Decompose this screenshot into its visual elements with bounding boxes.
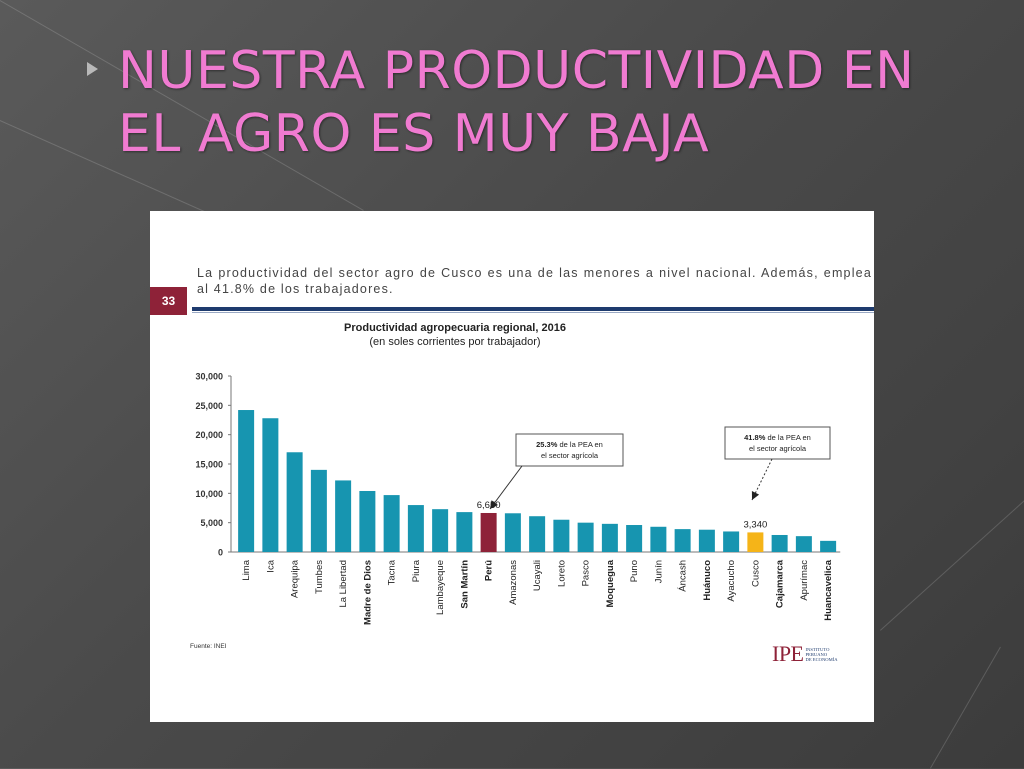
bar-ica [262,418,279,552]
x-tick-label: Moquegua [605,559,616,607]
annotation-text-part: de la PEA en [557,440,602,449]
bar-pasco [577,522,594,552]
bar-madre-de-dios [359,490,376,552]
decorative-line [880,496,1024,631]
bar-apurímac [795,536,812,552]
bar-ucayali [529,516,546,552]
decorative-line [930,646,1001,769]
annotation-text: 41.8% de la PEA en [744,433,811,442]
x-tick-label: Lima [241,559,252,580]
x-tick-label: Piura [411,559,422,582]
bar-huancavelica [820,540,837,552]
y-tick-label: 25,000 [195,401,223,411]
x-tick-label: Áncash [678,560,689,592]
annotation-arrowhead [751,491,760,500]
annotation-box [515,433,624,467]
bar-junín [650,526,667,552]
bar-ayacucho [723,531,740,552]
slide-title-line-1: NUESTRA PRODUCTIVIDAD EN [118,41,915,101]
logo-text: INSTITUTO PERUANO DE ECONOMÍA [806,647,838,662]
x-tick-label: Loreto [556,560,567,587]
bar-amazonas [504,513,521,552]
bar-lima [238,410,255,552]
bar-lambayeque [432,509,449,552]
chart-subtitle: (en soles corrientes por trabajador) [369,336,541,348]
panel-subtitle: La productividad del sector agro de Cusc… [197,266,872,296]
bar-áncash [674,529,691,552]
x-tick-label: Cusco [750,560,761,587]
logo-text-line-3: DE ECONOMÍA [805,656,838,662]
chart-panel: La productividad del sector agro de Cusc… [150,211,874,722]
y-tick-label: 15,000 [195,460,223,470]
bar-piura [407,505,424,552]
bar-loreto [553,519,570,552]
y-tick-label: 0 [218,548,223,558]
y-tick-label: 5,000 [200,518,223,528]
bar-tumbes [310,469,327,552]
bar-cajamarca [771,534,788,552]
bar-cusco [747,532,764,552]
x-tick-label: Lambayeque [435,560,446,615]
y-tick-label: 20,000 [195,430,223,440]
data-label: 6,650 [477,500,501,511]
bar-perú [480,512,497,552]
x-tick-label: Cajamarca [775,559,786,608]
x-tick-label: La Libertad [338,560,349,608]
x-tick-label: Ucayali [532,560,543,591]
x-tick-label: Puno [629,560,640,582]
data-label: 3,340 [743,519,767,530]
bar-moquegua [601,523,618,552]
x-tick-label: Arequipa [290,559,301,598]
x-tick-label: Amazonas [508,560,519,605]
annotation-text-part: de la PEA en [765,433,810,442]
x-tick-label: Ica [265,559,276,572]
annotation-box [724,426,831,460]
bar-tacna [383,495,400,552]
annotation-text: 25.3% de la PEA en [536,440,603,449]
logo-text-line-1: INSTITUTO [805,646,830,652]
x-tick-label: Tumbes [314,560,325,594]
x-tick-label: Huancavelica [823,559,834,620]
x-tick-label: Perú [484,560,495,581]
logo-mark: IPE [772,641,804,666]
slide-title: NUESTRA PRODUCTIVIDAD EN EL AGRO ES MUY … [118,40,998,166]
annotation-arrowhead [490,500,498,509]
header-rule [192,307,874,311]
x-tick-label: Junín [653,560,664,583]
bar-arequipa [286,452,303,552]
annotation-text-line2: el sector agrícola [541,451,599,460]
slide-title-line-2: EL AGRO ES MUY BAJA [118,104,710,164]
slide-number-badge: 33 [150,287,187,315]
y-tick-label: 30,000 [195,372,223,382]
annotation-highlight: 25.3% [536,440,558,449]
x-tick-label: Ayacucho [726,560,737,602]
annotation-highlight: 41.8% [744,433,766,442]
x-tick-label: Huánuco [702,560,713,601]
annotation-text-line2: el sector agrícola [749,444,807,453]
bar-huánuco [698,529,715,552]
x-tick-label: Tacna [387,559,398,585]
logo-text-line-2: PERUANO [805,651,828,657]
x-tick-label: Apurímac [799,560,810,601]
title-bullet-icon [87,62,98,76]
x-tick-label: Madre de Dios [362,560,373,625]
source-note: Fuente: INEI [190,643,227,650]
bar-la-libertad [335,480,352,552]
header-rule-thin [192,312,874,313]
bar-san-martín [456,512,473,552]
x-tick-label: Pasco [581,560,592,586]
y-tick-label: 10,000 [195,489,223,499]
x-tick-label: San Martín [459,560,470,609]
bar-chart: 30,000 25,000 20,000 15,000 10,000 5,000 0 Lima… [195,372,841,625]
annotation-pointer [489,465,523,510]
bar-puno [626,525,643,552]
ipe-logo: IPE INSTITUTO PERUANO DE ECONOMÍA [772,641,838,667]
chart-title: Productividad agropecuaria regional, 201… [344,322,566,334]
